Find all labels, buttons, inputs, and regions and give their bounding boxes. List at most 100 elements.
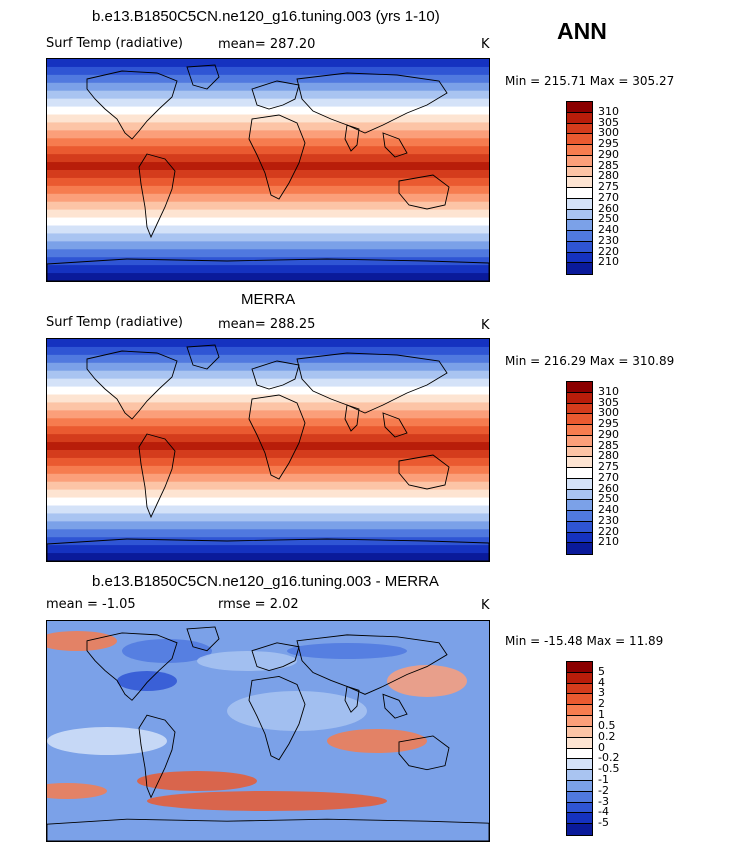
colorbar-tick-label: 285 <box>598 438 619 452</box>
coastline <box>47 538 489 561</box>
coastline <box>398 735 450 771</box>
colorbar-swatch <box>567 145 592 156</box>
variable-label: Surf Temp (radiative) <box>46 36 184 51</box>
coastline <box>251 642 300 672</box>
rmse-label: rmse = 2.02 <box>218 597 299 612</box>
field-band <box>47 410 489 420</box>
field-band <box>47 122 489 132</box>
field-anomaly <box>147 791 387 811</box>
colorbar-swatch <box>567 252 592 264</box>
colorbar-swatch <box>567 748 592 760</box>
field-band <box>47 217 489 227</box>
colorbar-swatch <box>567 446 592 458</box>
colorbar-swatch <box>567 241 592 253</box>
field-band <box>47 402 489 412</box>
map-obs <box>46 338 490 562</box>
panel-title: b.e13.B1850C5CN.ne120_g16.tuning.003 - M… <box>92 573 439 590</box>
units-label: K <box>481 318 490 333</box>
coastline <box>296 352 448 414</box>
colorbar-swatch <box>567 813 592 825</box>
field-band <box>47 201 489 211</box>
colorbar-swatch <box>567 263 592 274</box>
colorbar-tick-label: 305 <box>598 395 619 409</box>
field-band <box>47 90 489 100</box>
field-band <box>47 193 489 203</box>
field-band <box>47 249 489 259</box>
colorbar-swatch <box>567 478 592 490</box>
coastline <box>186 626 220 652</box>
colorbar-swatch <box>567 791 592 803</box>
colorbar <box>566 661 593 836</box>
colorbar-swatch <box>567 123 592 135</box>
field-anomaly <box>137 771 257 791</box>
coastline <box>398 174 450 210</box>
colorbar-tick-label: 1 <box>598 708 605 722</box>
map-model <box>46 58 490 282</box>
units-label: K <box>481 37 490 52</box>
colorbar-swatch <box>567 770 592 781</box>
field-band <box>47 418 489 428</box>
coastlines <box>47 626 489 841</box>
field-band <box>47 378 489 388</box>
field-band <box>47 465 489 475</box>
colorbar-swatch <box>567 188 592 199</box>
colorbar-tick-label: -0.5 <box>598 762 620 776</box>
colorbar-tick-label: 290 <box>598 427 619 441</box>
colorbar-swatch <box>567 155 592 167</box>
field-band <box>47 225 489 235</box>
colorbar-swatch <box>567 780 592 792</box>
field-band <box>47 170 489 179</box>
colorbar-swatch <box>567 543 592 554</box>
field-band <box>47 362 489 372</box>
colorbar-tick-label: 270 <box>598 190 619 204</box>
coastline <box>398 454 450 490</box>
colorbar-tick-label: 275 <box>598 460 619 473</box>
colorbar-swatch <box>567 102 592 113</box>
colorbar-tick-label: 3 <box>598 686 605 700</box>
colorbar-tick-label: 275 <box>598 180 619 193</box>
colorbar-tick-label: 250 <box>598 492 619 506</box>
field-anomaly <box>47 631 117 651</box>
colorbar-swatch <box>567 112 592 124</box>
colorbar <box>566 101 593 275</box>
coastline <box>86 70 178 140</box>
colorbar-tick-label: 260 <box>598 481 619 495</box>
colorbar-tick-label: 2 <box>598 697 605 711</box>
colorbar-tick-label: 220 <box>598 244 619 258</box>
coastline <box>186 344 220 370</box>
field-anomaly <box>47 727 167 755</box>
colorbar-tick-label: 0.5 <box>598 718 616 732</box>
colorbar-tick-label: 300 <box>598 126 619 140</box>
field-band <box>47 98 489 108</box>
field-anomaly <box>47 783 107 799</box>
field-band <box>47 273 489 281</box>
field-band <box>47 185 489 195</box>
field-anomaly <box>117 671 177 691</box>
field-band <box>47 386 489 396</box>
colorbar-swatch <box>567 532 592 544</box>
field-band <box>47 114 489 124</box>
field-band <box>47 162 489 171</box>
colorbar-tick-label: 220 <box>598 524 619 538</box>
field-band <box>47 241 489 251</box>
colorbar-swatch <box>567 500 592 511</box>
field-anomaly <box>122 639 212 663</box>
field-anomaly <box>387 665 467 697</box>
colorbar-swatch <box>567 414 592 425</box>
coastline <box>47 258 489 281</box>
field-anomaly <box>197 651 297 671</box>
colorbar-swatch <box>567 209 592 221</box>
coastline <box>296 634 448 695</box>
coastlines <box>47 344 489 561</box>
colorbar-tick-label: -1 <box>598 772 609 786</box>
colorbar-swatch <box>567 716 592 727</box>
field-band <box>47 130 489 140</box>
min-max-label: Min = 215.71 Max = 305.27 <box>505 74 675 88</box>
coastline <box>344 124 360 152</box>
colorbar-swatch <box>567 705 592 717</box>
field-band <box>47 346 489 356</box>
coastline <box>248 114 306 200</box>
colorbar-tick-label: 210 <box>598 535 619 549</box>
colorbar-swatch <box>567 457 592 468</box>
panel-title: b.e13.B1850C5CN.ne120_g16.tuning.003 (yr… <box>92 8 440 25</box>
